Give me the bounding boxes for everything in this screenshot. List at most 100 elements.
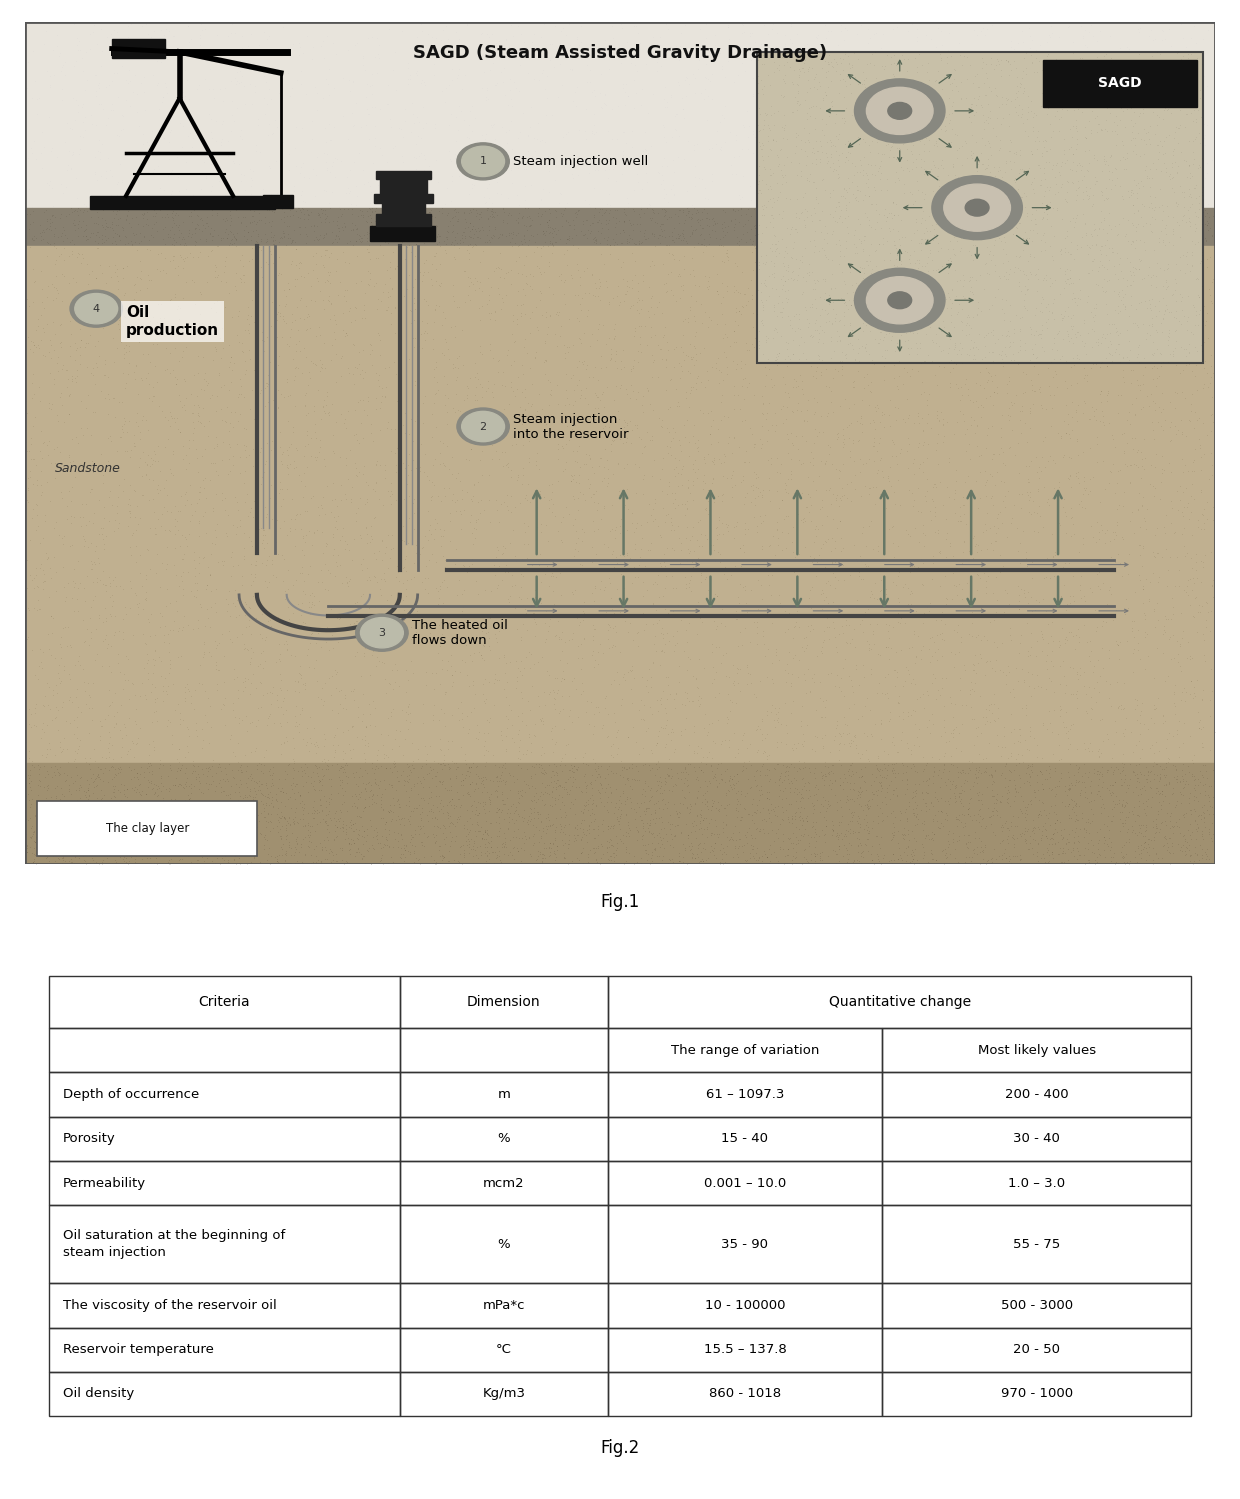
Point bbox=[1171, 634, 1190, 658]
Point bbox=[481, 829, 501, 853]
Point bbox=[941, 721, 961, 745]
Point bbox=[539, 304, 559, 328]
Point bbox=[1091, 199, 1111, 223]
Point bbox=[1042, 624, 1061, 648]
Point bbox=[486, 31, 506, 55]
Point bbox=[810, 463, 830, 487]
Point bbox=[283, 301, 303, 325]
Point bbox=[536, 348, 556, 372]
Point bbox=[494, 645, 513, 669]
Point bbox=[740, 24, 760, 48]
Point bbox=[1154, 277, 1174, 301]
Point bbox=[1163, 219, 1183, 243]
Point bbox=[341, 817, 361, 841]
Point bbox=[367, 628, 387, 652]
Point bbox=[208, 817, 228, 841]
Point bbox=[640, 492, 660, 516]
Point bbox=[751, 709, 771, 733]
Point bbox=[365, 772, 384, 796]
Point bbox=[459, 181, 479, 205]
Point bbox=[866, 178, 885, 202]
Point bbox=[1061, 475, 1081, 499]
Point bbox=[1045, 334, 1065, 358]
Point bbox=[1140, 472, 1159, 496]
Point bbox=[1074, 477, 1094, 501]
Point bbox=[1149, 565, 1169, 589]
Point bbox=[951, 375, 971, 399]
Point bbox=[1091, 399, 1111, 423]
Point bbox=[353, 462, 373, 486]
Point bbox=[350, 818, 370, 842]
Point bbox=[429, 229, 449, 253]
Point bbox=[53, 532, 73, 556]
Point bbox=[497, 797, 517, 821]
Point bbox=[290, 502, 310, 526]
Point bbox=[846, 217, 866, 241]
Point bbox=[823, 366, 843, 390]
Point bbox=[1123, 181, 1143, 205]
Point bbox=[21, 791, 41, 815]
Point bbox=[888, 324, 908, 348]
Point bbox=[676, 67, 696, 91]
Point bbox=[1091, 241, 1111, 265]
Point bbox=[236, 490, 255, 514]
Point bbox=[738, 673, 758, 697]
Point bbox=[100, 424, 120, 448]
Point bbox=[1054, 324, 1074, 348]
Point bbox=[1120, 37, 1140, 61]
Point bbox=[239, 312, 259, 336]
Point bbox=[945, 70, 965, 94]
Point bbox=[939, 484, 959, 508]
Point bbox=[841, 729, 861, 752]
Point bbox=[830, 510, 849, 534]
Point bbox=[990, 264, 1009, 288]
Point bbox=[631, 708, 651, 732]
Point bbox=[1063, 208, 1083, 232]
Point bbox=[1102, 845, 1122, 869]
Point bbox=[63, 826, 83, 850]
Point bbox=[134, 202, 154, 226]
Point bbox=[146, 310, 166, 334]
Point bbox=[404, 145, 424, 169]
Point bbox=[1040, 812, 1060, 836]
Point bbox=[102, 493, 122, 517]
Point bbox=[574, 259, 594, 283]
Point bbox=[275, 580, 295, 604]
Point bbox=[242, 93, 262, 117]
Point bbox=[613, 139, 632, 163]
Point bbox=[1091, 234, 1111, 258]
Point bbox=[909, 129, 929, 153]
Point bbox=[951, 781, 971, 805]
Point bbox=[779, 826, 799, 850]
Point bbox=[682, 220, 702, 244]
Point bbox=[1087, 820, 1107, 844]
Point bbox=[107, 19, 126, 43]
Point bbox=[785, 643, 805, 667]
Point bbox=[1045, 268, 1065, 292]
Point bbox=[430, 844, 450, 868]
Point bbox=[920, 81, 940, 105]
Point bbox=[923, 604, 942, 628]
Point bbox=[1019, 764, 1039, 788]
Point bbox=[433, 592, 453, 616]
Point bbox=[515, 327, 534, 351]
Point bbox=[791, 508, 811, 532]
Point bbox=[869, 832, 889, 856]
Point bbox=[911, 499, 931, 523]
Point bbox=[870, 351, 890, 375]
Point bbox=[632, 824, 652, 848]
Point bbox=[631, 340, 651, 364]
Point bbox=[162, 214, 182, 238]
Point bbox=[870, 262, 890, 286]
Point bbox=[843, 430, 863, 454]
Bar bbox=[263, 195, 293, 208]
Point bbox=[1040, 444, 1060, 468]
Point bbox=[570, 265, 590, 289]
Point bbox=[1084, 319, 1104, 343]
Point bbox=[606, 222, 626, 246]
Point bbox=[939, 261, 959, 285]
Point bbox=[166, 821, 186, 845]
Point bbox=[243, 505, 263, 529]
Point bbox=[181, 579, 201, 603]
Point bbox=[991, 561, 1011, 585]
